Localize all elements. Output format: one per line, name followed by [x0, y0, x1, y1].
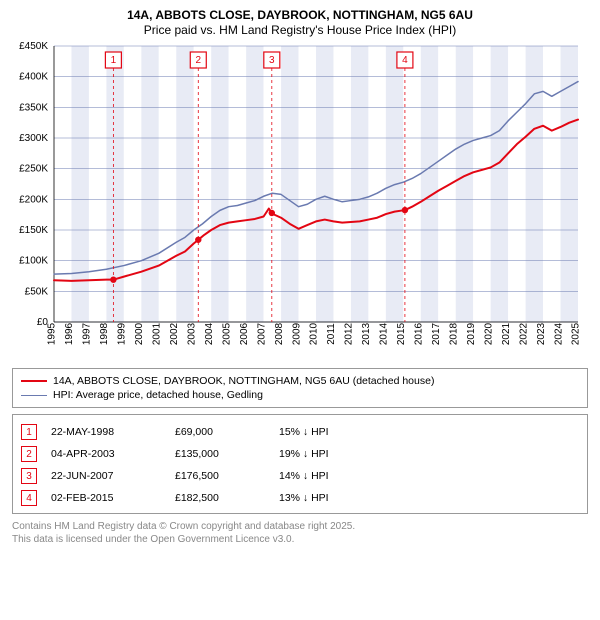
svg-text:£250K: £250K	[19, 164, 48, 175]
svg-text:2017: 2017	[431, 322, 442, 345]
svg-text:2011: 2011	[326, 323, 337, 345]
sale-marker-icon: 4	[21, 490, 37, 506]
svg-text:2: 2	[195, 55, 201, 66]
table-row: 2 04-APR-2003 £135,000 19% ↓ HPI	[21, 443, 579, 465]
svg-text:3: 3	[269, 55, 275, 66]
svg-text:2004: 2004	[204, 322, 215, 345]
svg-text:2024: 2024	[553, 322, 564, 345]
legend: 14A, ABBOTS CLOSE, DAYBROOK, NOTTINGHAM,…	[12, 368, 588, 408]
chart-titles: 14A, ABBOTS CLOSE, DAYBROOK, NOTTINGHAM,…	[12, 8, 588, 38]
svg-text:2025: 2025	[571, 322, 582, 345]
table-row: 4 02-FEB-2015 £182,500 13% ↓ HPI	[21, 487, 579, 509]
svg-text:2021: 2021	[501, 322, 512, 345]
svg-text:1998: 1998	[99, 322, 110, 345]
svg-text:£200K: £200K	[19, 194, 48, 205]
svg-text:£350K: £350K	[19, 102, 48, 113]
sale-diff: 13% ↓ HPI	[279, 492, 379, 504]
sale-date: 04-APR-2003	[51, 448, 161, 460]
legend-swatch-blue	[21, 395, 47, 396]
svg-text:2015: 2015	[396, 322, 407, 345]
title-line-2: Price paid vs. HM Land Registry's House …	[12, 23, 588, 38]
sale-marker-icon: 1	[21, 424, 37, 440]
sale-marker-icon: 2	[21, 446, 37, 462]
svg-text:1997: 1997	[82, 322, 93, 345]
footer-attribution: Contains HM Land Registry data © Crown c…	[12, 520, 588, 546]
price-chart: £0£50K£100K£150K£200K£250K£300K£350K£400…	[12, 42, 588, 362]
svg-text:£400K: £400K	[19, 72, 48, 83]
sale-diff: 19% ↓ HPI	[279, 448, 379, 460]
sale-date: 22-JUN-2007	[51, 470, 161, 482]
svg-text:4: 4	[402, 55, 408, 66]
svg-text:2013: 2013	[361, 322, 372, 345]
footer-line-2: This data is licensed under the Open Gov…	[12, 533, 588, 546]
svg-text:£300K: £300K	[19, 133, 48, 144]
svg-text:2000: 2000	[134, 322, 145, 345]
sale-diff: 14% ↓ HPI	[279, 470, 379, 482]
svg-text:£450K: £450K	[19, 42, 48, 52]
sale-price: £176,500	[175, 470, 265, 482]
svg-text:2012: 2012	[344, 322, 355, 345]
sale-price: £182,500	[175, 492, 265, 504]
svg-text:£150K: £150K	[19, 225, 48, 236]
svg-text:2001: 2001	[152, 322, 163, 345]
sale-date: 02-FEB-2015	[51, 492, 161, 504]
svg-text:2019: 2019	[466, 322, 477, 345]
svg-text:2003: 2003	[186, 322, 197, 345]
svg-text:2008: 2008	[274, 322, 285, 345]
sale-marker-icon: 3	[21, 468, 37, 484]
svg-text:2023: 2023	[536, 322, 547, 345]
svg-text:2010: 2010	[309, 322, 320, 345]
svg-text:2007: 2007	[256, 322, 267, 345]
table-row: 3 22-JUN-2007 £176,500 14% ↓ HPI	[21, 465, 579, 487]
svg-text:2022: 2022	[518, 322, 529, 345]
table-row: 1 22-MAY-1998 £69,000 15% ↓ HPI	[21, 421, 579, 443]
svg-text:2020: 2020	[483, 322, 494, 345]
svg-text:2014: 2014	[379, 322, 390, 345]
svg-text:2016: 2016	[414, 322, 425, 345]
svg-text:1999: 1999	[117, 322, 128, 345]
sale-diff: 15% ↓ HPI	[279, 426, 379, 438]
svg-text:2005: 2005	[221, 322, 232, 345]
legend-swatch-red	[21, 380, 47, 382]
svg-text:2009: 2009	[291, 322, 302, 345]
svg-text:2006: 2006	[239, 322, 250, 345]
svg-text:2018: 2018	[448, 322, 459, 345]
footer-line-1: Contains HM Land Registry data © Crown c…	[12, 520, 588, 533]
title-line-1: 14A, ABBOTS CLOSE, DAYBROOK, NOTTINGHAM,…	[12, 8, 588, 23]
sale-price: £69,000	[175, 426, 265, 438]
legend-label-red: 14A, ABBOTS CLOSE, DAYBROOK, NOTTINGHAM,…	[53, 374, 434, 388]
svg-text:2002: 2002	[169, 322, 180, 345]
sale-date: 22-MAY-1998	[51, 426, 161, 438]
sales-table: 1 22-MAY-1998 £69,000 15% ↓ HPI 2 04-APR…	[12, 414, 588, 514]
svg-text:1995: 1995	[47, 322, 58, 345]
svg-text:£100K: £100K	[19, 256, 48, 267]
sale-price: £135,000	[175, 448, 265, 460]
svg-text:1: 1	[111, 55, 117, 66]
svg-text:1996: 1996	[64, 322, 75, 345]
legend-label-blue: HPI: Average price, detached house, Gedl…	[53, 388, 263, 402]
svg-text:£50K: £50K	[25, 286, 49, 297]
